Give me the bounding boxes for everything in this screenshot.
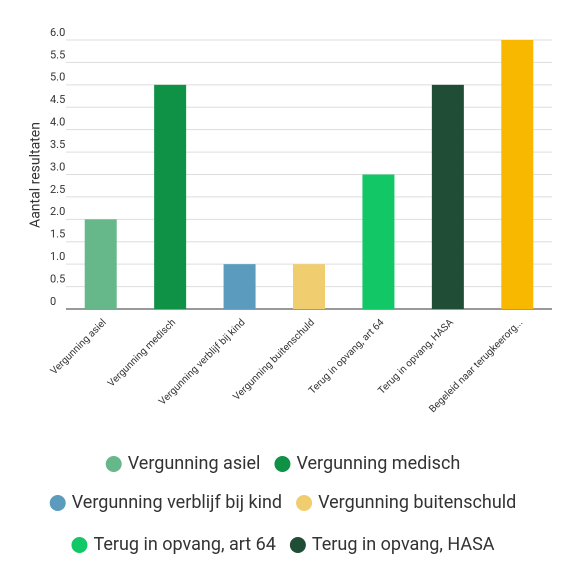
y-tick-label: 1.0 [50, 250, 65, 263]
x-tick-label: Vergunning buitenschuld [231, 317, 317, 403]
legend-label: Vergunning medisch [296, 453, 460, 474]
y-tick-label: 4.0 [50, 116, 65, 129]
y-tick-label: 2.0 [50, 205, 65, 218]
bar [223, 264, 256, 309]
y-tick-label: 5.0 [50, 71, 65, 84]
legend-marker [49, 495, 66, 511]
x-tick-label: Vergunning medisch [106, 317, 178, 389]
bar [362, 174, 395, 309]
legend-marker [289, 537, 306, 553]
y-axis-title: Aantal resultaten [28, 122, 44, 228]
y-tick-label: 5.5 [50, 48, 65, 61]
legend-marker [71, 537, 88, 553]
y-tick-label: 1.5 [50, 228, 65, 241]
legend-label: Vergunning buitenschuld [318, 492, 516, 513]
legend-label: Terug in opvang, art 64 [93, 534, 275, 555]
legend-label: Terug in opvang, HASA [312, 534, 495, 555]
legend-label: Vergunning asiel [128, 453, 261, 474]
bar [431, 84, 464, 309]
y-tick-label: 0 [50, 295, 56, 308]
y-tick-label: 3.0 [50, 160, 65, 173]
legend-marker [296, 495, 313, 511]
legend-label: Vergunning verblijf bij kind [72, 492, 282, 513]
y-tick-label: 6.0 [50, 26, 65, 39]
bar [501, 40, 534, 309]
y-tick-label: 2.5 [50, 183, 65, 196]
y-tick-label: 0.5 [50, 272, 65, 285]
x-tick-label: Vergunning asiel [49, 317, 109, 377]
y-tick-label: 4.5 [50, 93, 65, 106]
bar [293, 264, 325, 309]
legend-marker [274, 456, 291, 472]
x-tick-label: Terug in opvang, HASA [376, 317, 456, 397]
bar [154, 84, 187, 309]
x-tick-label: Terug in opvang, art 64 [307, 317, 387, 397]
legend-marker [105, 456, 122, 472]
y-tick-label: 3.5 [50, 138, 65, 151]
bar [84, 219, 117, 309]
